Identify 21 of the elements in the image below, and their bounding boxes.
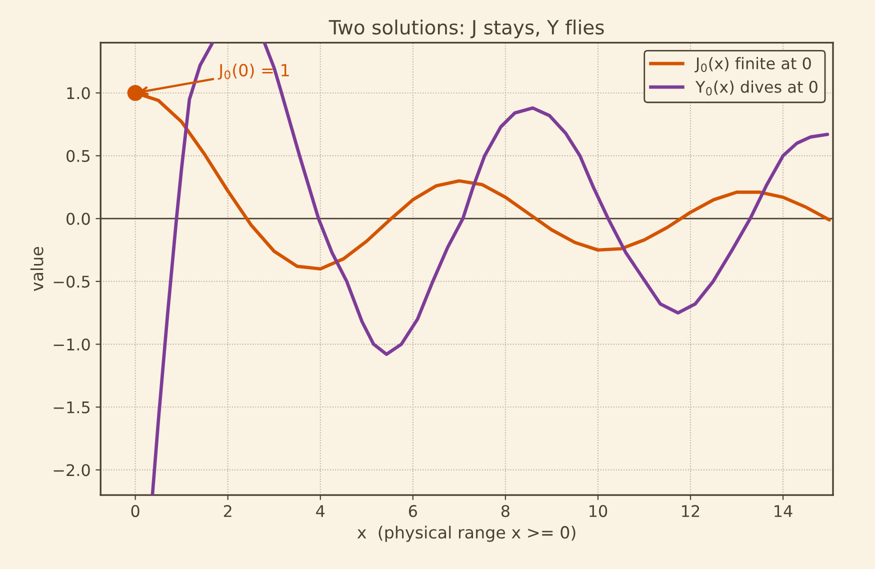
chart-title: Two solutions: J stays, Y flies xyxy=(328,20,604,38)
x-tick-label: 8 xyxy=(501,505,510,518)
y-tick-label: −1.0 xyxy=(54,338,90,351)
y-tick-label: −2.0 xyxy=(54,464,90,476)
x-tick-label: 12 xyxy=(682,505,700,517)
y-tick-label: 1.0 xyxy=(67,87,90,100)
x-tick-label: 2 xyxy=(224,505,232,517)
x-tick-label: 4 xyxy=(316,505,325,517)
y-tick-label: −0.5 xyxy=(54,276,90,288)
x-tick-label: 0 xyxy=(131,505,140,518)
legend-label: J$_{0}$(x) finite at 0 xyxy=(694,57,811,72)
y-axis-title: value xyxy=(30,246,44,292)
x-tick-label: 10 xyxy=(590,505,608,518)
x-tick-label: 6 xyxy=(408,505,417,518)
legend-label: Y$_{0}$(x) dives at 0 xyxy=(695,80,818,96)
x-tick-label: 14 xyxy=(774,505,792,517)
y-tick-label: 0.5 xyxy=(66,150,90,162)
y-tick-label: 0.0 xyxy=(66,212,90,225)
annotation: J$_{0}$(0) = 1 xyxy=(218,64,289,80)
y-tick-label: −1.5 xyxy=(54,401,90,414)
x-axis-title: x (physical range x >= 0) xyxy=(357,526,576,542)
